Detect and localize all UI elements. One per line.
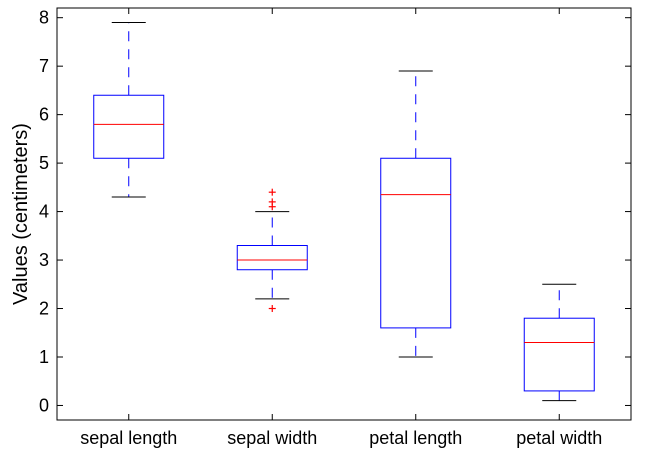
y-tick-label: 5	[39, 153, 49, 173]
outlier-marker	[268, 188, 276, 196]
y-tick-label: 2	[39, 299, 49, 319]
box-petal-length	[380, 70, 452, 358]
x-tick-label: petal width	[516, 428, 602, 448]
outlier-marker	[268, 305, 276, 313]
y-tick-label: 1	[39, 347, 49, 367]
outlier-marker	[268, 198, 276, 206]
y-tick-label: 6	[39, 105, 49, 125]
iqr-box	[236, 245, 308, 271]
plot-marks	[93, 22, 595, 402]
box-sepal-length	[93, 22, 165, 198]
iqr-box	[93, 94, 165, 159]
iqr-box	[523, 317, 595, 392]
y-tick-label: 4	[39, 202, 49, 222]
x-tick-label: sepal length	[80, 428, 177, 448]
y-axis-ticks: 0 1 2 3 4 5 6 7 8	[39, 8, 631, 415]
box-petal-width	[523, 283, 595, 402]
y-tick-label: 7	[39, 56, 49, 76]
y-tick-label: 3	[39, 250, 49, 270]
x-tick-label: sepal width	[227, 428, 317, 448]
plot-frame	[56, 7, 632, 421]
box-sepal-width	[236, 188, 308, 313]
iqr-box	[380, 157, 452, 329]
x-tick-label: petal length	[369, 428, 462, 448]
x-axis-ticks: sepal length sepal width petal length petal…	[80, 8, 602, 448]
y-axis-label: Values (centimeters)	[10, 123, 32, 305]
y-tick-label: 8	[39, 8, 49, 28]
y-tick-label: 0	[39, 395, 49, 415]
